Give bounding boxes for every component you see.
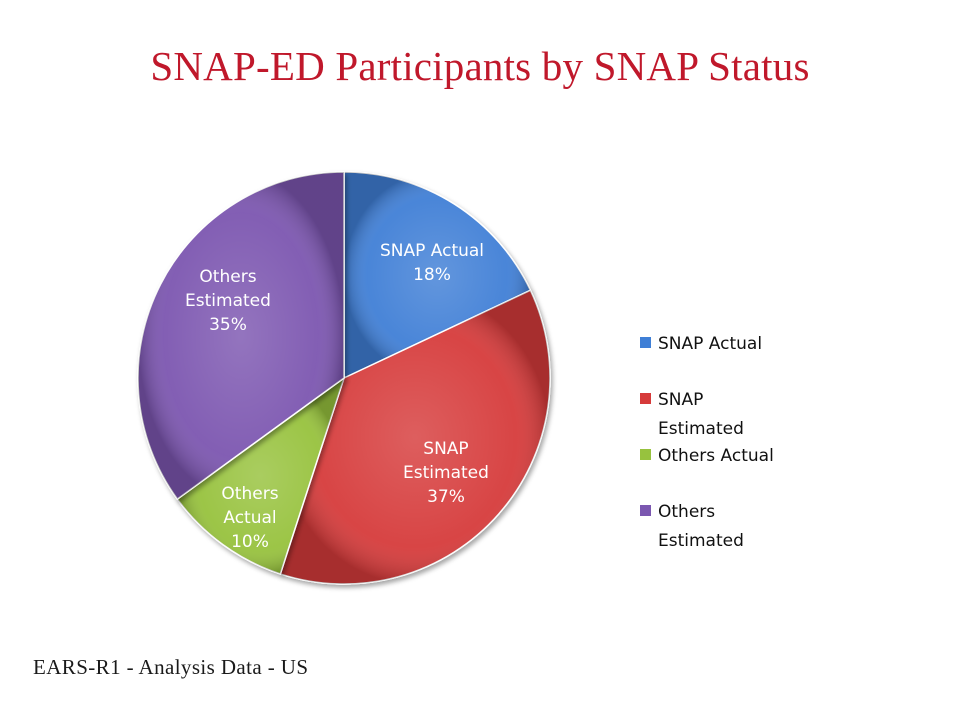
legend-label: SNAP Actual <box>658 334 763 354</box>
legend-label: SNAP Estimated <box>658 390 744 439</box>
pie-slice-snap-actual <box>343 171 532 380</box>
legend-swatch <box>640 449 651 460</box>
legend-label: Others Actual <box>658 446 774 466</box>
pie-slices <box>137 171 551 585</box>
pie-slice-snap-estimated <box>279 289 551 585</box>
slice-label-snap-actual: SNAP Actual 18% <box>380 241 484 285</box>
slice-label-others-actual: Others Actual 10% <box>221 484 278 552</box>
pie-slice-labels: SNAP Actual 18% SNAP Estimated 37% Others Actu… <box>185 241 489 552</box>
pie-slice-others-estimated <box>137 171 345 501</box>
slice-label-others-estimated: Others Estimated 35% <box>185 267 271 335</box>
legend-label: Others Estimated <box>658 502 744 551</box>
footer-source: EARS-R1 - Analysis Data - US <box>33 655 309 679</box>
chart-title: SNAP-ED Participants by SNAP Status <box>150 43 810 89</box>
legend-swatch <box>640 337 651 348</box>
slice-label-snap-estimated: SNAP Estimated 37% <box>403 439 489 507</box>
legend-swatch <box>640 393 651 404</box>
pie-slice-others-actual <box>176 376 346 575</box>
legend-swatch <box>640 505 651 516</box>
